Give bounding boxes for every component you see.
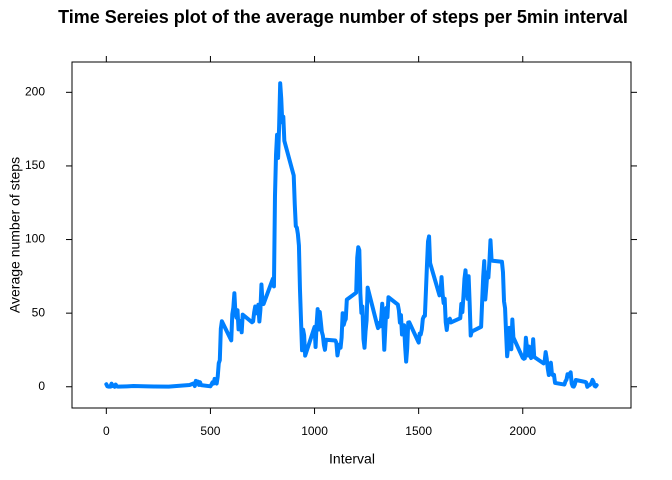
y-axis-label: Average number of steps — [7, 157, 23, 313]
y-tick-label: 50 — [32, 305, 46, 319]
x-tick-label: 0 — [103, 424, 110, 438]
x-tick-label: 2000 — [509, 424, 536, 438]
plot-frame — [71, 61, 632, 409]
y-tick-label: 200 — [25, 84, 45, 98]
x-tick-label: 500 — [200, 424, 220, 438]
data-line — [104, 81, 599, 389]
x-tick-label: 1500 — [405, 424, 432, 438]
chart-title: Time Sereies plot of the average number … — [58, 7, 628, 27]
x-axis-label: Interval — [329, 451, 375, 467]
y-tick-label: 150 — [25, 158, 45, 172]
y-tick-label: 0 — [38, 379, 45, 393]
y-tick-label: 100 — [25, 232, 45, 246]
x-tick-label: 1000 — [301, 424, 328, 438]
